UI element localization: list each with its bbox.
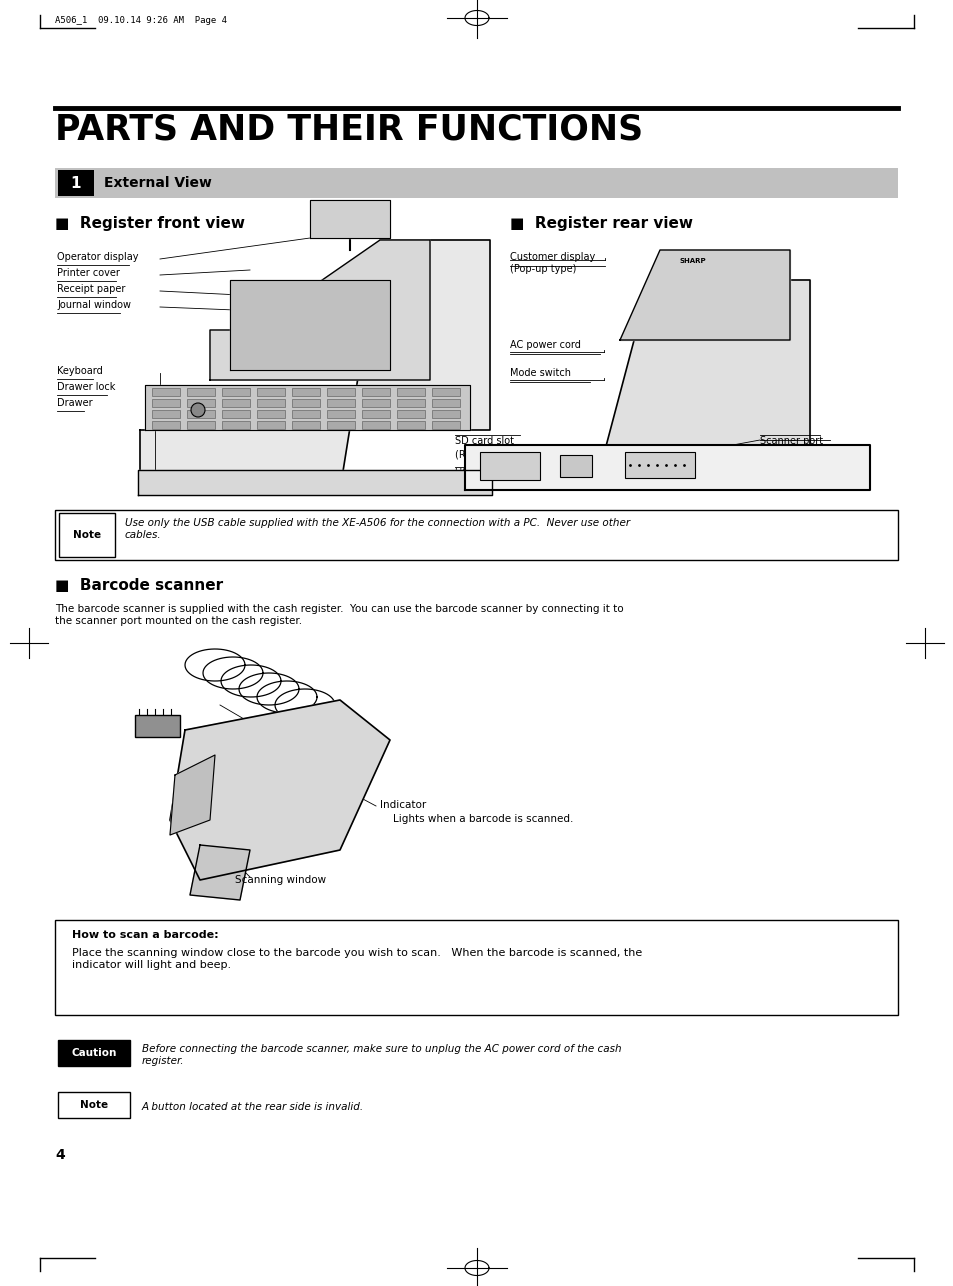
Bar (152, 388, 180, 396)
Polygon shape (190, 845, 250, 900)
Bar (222, 399, 250, 406)
Bar (432, 421, 459, 430)
Bar (187, 410, 214, 418)
Text: SD: SD (483, 459, 493, 466)
Text: Drawer lock: Drawer lock (57, 382, 115, 392)
FancyBboxPatch shape (55, 168, 897, 198)
Text: USB port  ⇐: USB port ⇐ (455, 468, 512, 478)
FancyBboxPatch shape (58, 1092, 130, 1118)
Bar (292, 410, 319, 418)
Bar (256, 388, 285, 396)
Bar (361, 388, 390, 396)
Text: A button located at the rear side is invalid.: A button located at the rear side is inv… (142, 1102, 364, 1112)
Bar (361, 399, 390, 406)
FancyBboxPatch shape (58, 1040, 130, 1066)
Text: Keyboard: Keyboard (57, 367, 103, 376)
Text: 1: 1 (71, 175, 81, 190)
Bar (432, 399, 459, 406)
Text: SD card slot: SD card slot (455, 436, 514, 446)
Bar (292, 388, 319, 396)
Text: Scanner port: Scanner port (760, 436, 822, 446)
Bar (327, 410, 355, 418)
Text: Before connecting the barcode scanner, make sure to unplug the AC power cord of : Before connecting the barcode scanner, m… (142, 1044, 621, 1066)
Polygon shape (210, 240, 430, 379)
Bar (256, 399, 285, 406)
Ellipse shape (191, 403, 205, 417)
FancyBboxPatch shape (624, 451, 695, 478)
Text: SHARP: SHARP (679, 258, 706, 264)
Bar (396, 421, 424, 430)
Bar (361, 421, 390, 430)
Text: ■  Barcode scanner: ■ Barcode scanner (55, 577, 223, 593)
Text: Journal window: Journal window (57, 300, 131, 310)
Polygon shape (230, 280, 390, 370)
Polygon shape (604, 280, 809, 450)
Text: AC power cord: AC power cord (510, 340, 580, 350)
Bar (187, 399, 214, 406)
Bar (292, 421, 319, 430)
Bar (432, 410, 459, 418)
Polygon shape (140, 240, 490, 490)
Bar (222, 388, 250, 396)
Bar (327, 399, 355, 406)
Text: External View: External View (104, 176, 212, 190)
FancyBboxPatch shape (59, 513, 115, 557)
Text: Use only the USB cable supplied with the XE-A506 for the connection with a PC.  : Use only the USB cable supplied with the… (125, 518, 630, 540)
Bar (152, 421, 180, 430)
Polygon shape (619, 249, 789, 340)
FancyBboxPatch shape (55, 919, 897, 1015)
Text: Note: Note (72, 530, 101, 540)
FancyBboxPatch shape (58, 170, 94, 195)
Bar (187, 388, 214, 396)
Text: How to scan a barcode:: How to scan a barcode: (71, 930, 218, 940)
FancyBboxPatch shape (55, 511, 897, 559)
Text: Lights when a barcode is scanned.: Lights when a barcode is scanned. (379, 814, 573, 824)
Text: Drawer: Drawer (57, 397, 92, 408)
Bar (292, 399, 319, 406)
Bar (152, 410, 180, 418)
Bar (187, 421, 214, 430)
Text: Mode switch: Mode switch (510, 368, 571, 378)
Bar (152, 399, 180, 406)
Polygon shape (138, 469, 492, 495)
FancyBboxPatch shape (479, 451, 539, 480)
Text: PARTS AND THEIR FUNCTIONS: PARTS AND THEIR FUNCTIONS (55, 112, 642, 147)
Bar (256, 410, 285, 418)
Bar (222, 421, 250, 430)
Bar (222, 410, 250, 418)
Text: ■  Register rear view: ■ Register rear view (510, 216, 692, 231)
Text: Note: Note (80, 1100, 108, 1110)
Polygon shape (170, 700, 390, 880)
Text: Customer display
(Pop-up type): Customer display (Pop-up type) (510, 252, 595, 274)
Bar (327, 421, 355, 430)
Polygon shape (170, 755, 214, 835)
Bar (396, 399, 424, 406)
Polygon shape (145, 385, 470, 430)
Text: Operator display: Operator display (57, 252, 138, 262)
FancyBboxPatch shape (559, 455, 592, 477)
Bar (432, 388, 459, 396)
FancyBboxPatch shape (135, 715, 180, 737)
Bar (396, 410, 424, 418)
Bar (361, 410, 390, 418)
Text: Printer cover: Printer cover (57, 267, 120, 278)
Text: ■  Register front view: ■ Register front view (55, 216, 245, 231)
Text: The barcode scanner is supplied with the cash register.  You can use the barcode: The barcode scanner is supplied with the… (55, 604, 623, 625)
Bar (256, 421, 285, 430)
Text: Caution: Caution (71, 1048, 116, 1058)
Bar (327, 388, 355, 396)
Text: Scanning window: Scanning window (234, 874, 326, 885)
Text: Receipt paper: Receipt paper (57, 284, 125, 294)
Polygon shape (464, 445, 869, 490)
Text: A506_1  09.10.14 9:26 AM  Page 4: A506_1 09.10.14 9:26 AM Page 4 (55, 15, 227, 24)
Bar (396, 388, 424, 396)
Text: Indicator: Indicator (379, 800, 426, 810)
Text: Place the scanning window close to the barcode you wish to scan.   When the barc: Place the scanning window close to the b… (71, 948, 641, 970)
Text: (Refer to page 71.): (Refer to page 71.) (455, 450, 547, 460)
Polygon shape (310, 201, 390, 238)
Text: 4: 4 (55, 1148, 65, 1163)
